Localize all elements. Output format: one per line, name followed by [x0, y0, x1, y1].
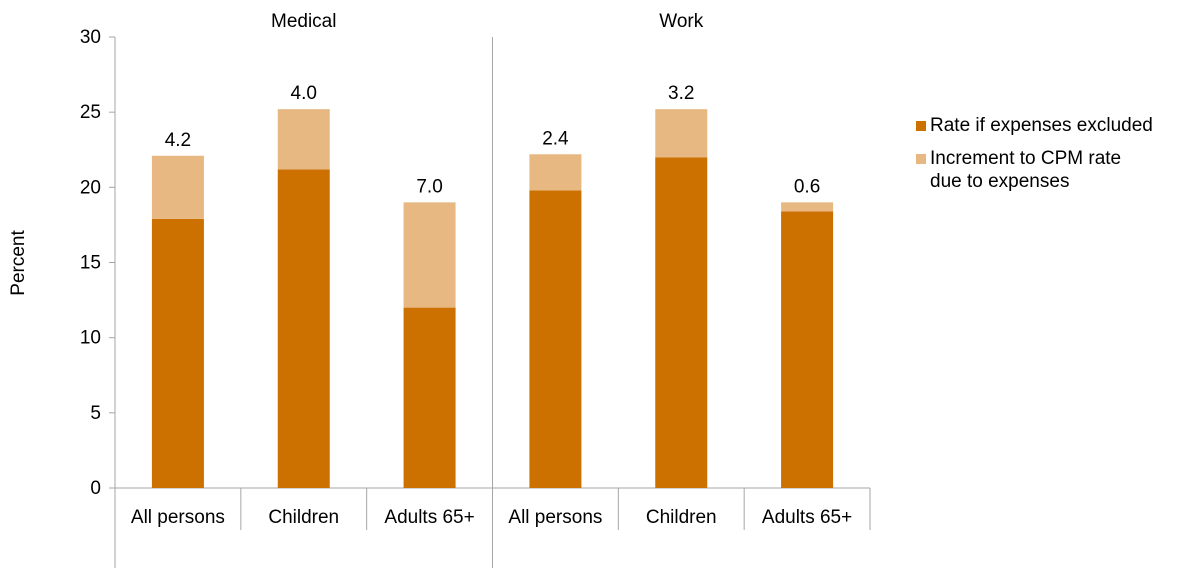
bar-data-label: 2.4 [542, 128, 569, 149]
bar-base-segment [403, 307, 456, 488]
bar-base-segment [781, 211, 834, 489]
bar-base-segment [151, 218, 204, 489]
legend-item-increment: Increment to CPM rate due to expenses [916, 147, 1180, 193]
legend-swatch-increment [916, 154, 926, 164]
group-label: Medical [271, 11, 336, 32]
x-category-label: Children [268, 507, 339, 528]
y-tick-label: 5 [90, 403, 101, 424]
legend: Rate if expenses excluded Increment to C… [916, 114, 1180, 203]
legend-label-excluded: Rate if expenses excluded [930, 115, 1153, 136]
y-tick-label: 10 [80, 328, 101, 349]
bar-data-label: 7.0 [416, 176, 442, 197]
x-category-label: All persons [508, 507, 602, 528]
bar-increment-segment [403, 202, 456, 308]
bar-increment-segment [151, 155, 204, 219]
bar-base-segment [277, 169, 330, 488]
y-tick-label: 15 [80, 253, 101, 274]
bar-data-label: 3.2 [668, 83, 694, 104]
bar-increment-segment [781, 202, 834, 212]
x-category-label: Adults 65+ [762, 507, 852, 528]
bar-data-label: 4.0 [291, 83, 317, 104]
x-category-label: Children [646, 507, 717, 528]
y-tick-label: 30 [80, 27, 101, 48]
x-category-label: All persons [131, 507, 225, 528]
bar-base-segment [655, 157, 708, 488]
bar-data-label: 0.6 [794, 176, 820, 197]
y-tick-label: 20 [80, 177, 101, 198]
x-category-label: Adults 65+ [384, 507, 474, 528]
bar-increment-segment [277, 109, 330, 170]
legend-label-increment: Increment to CPM rate due to expenses [930, 148, 1122, 192]
y-tick-label: 25 [80, 102, 101, 123]
group-label: Work [659, 11, 703, 32]
bar-increment-segment [529, 154, 582, 191]
y-tick-label: 0 [90, 478, 101, 499]
bar-base-segment [529, 190, 582, 488]
y-axis-label: Percent [8, 230, 29, 296]
bar-data-label: 4.2 [165, 130, 191, 151]
legend-item-excluded: Rate if expenses excluded [916, 114, 1180, 137]
legend-swatch-excluded [916, 121, 926, 131]
bar-increment-segment [655, 109, 708, 158]
